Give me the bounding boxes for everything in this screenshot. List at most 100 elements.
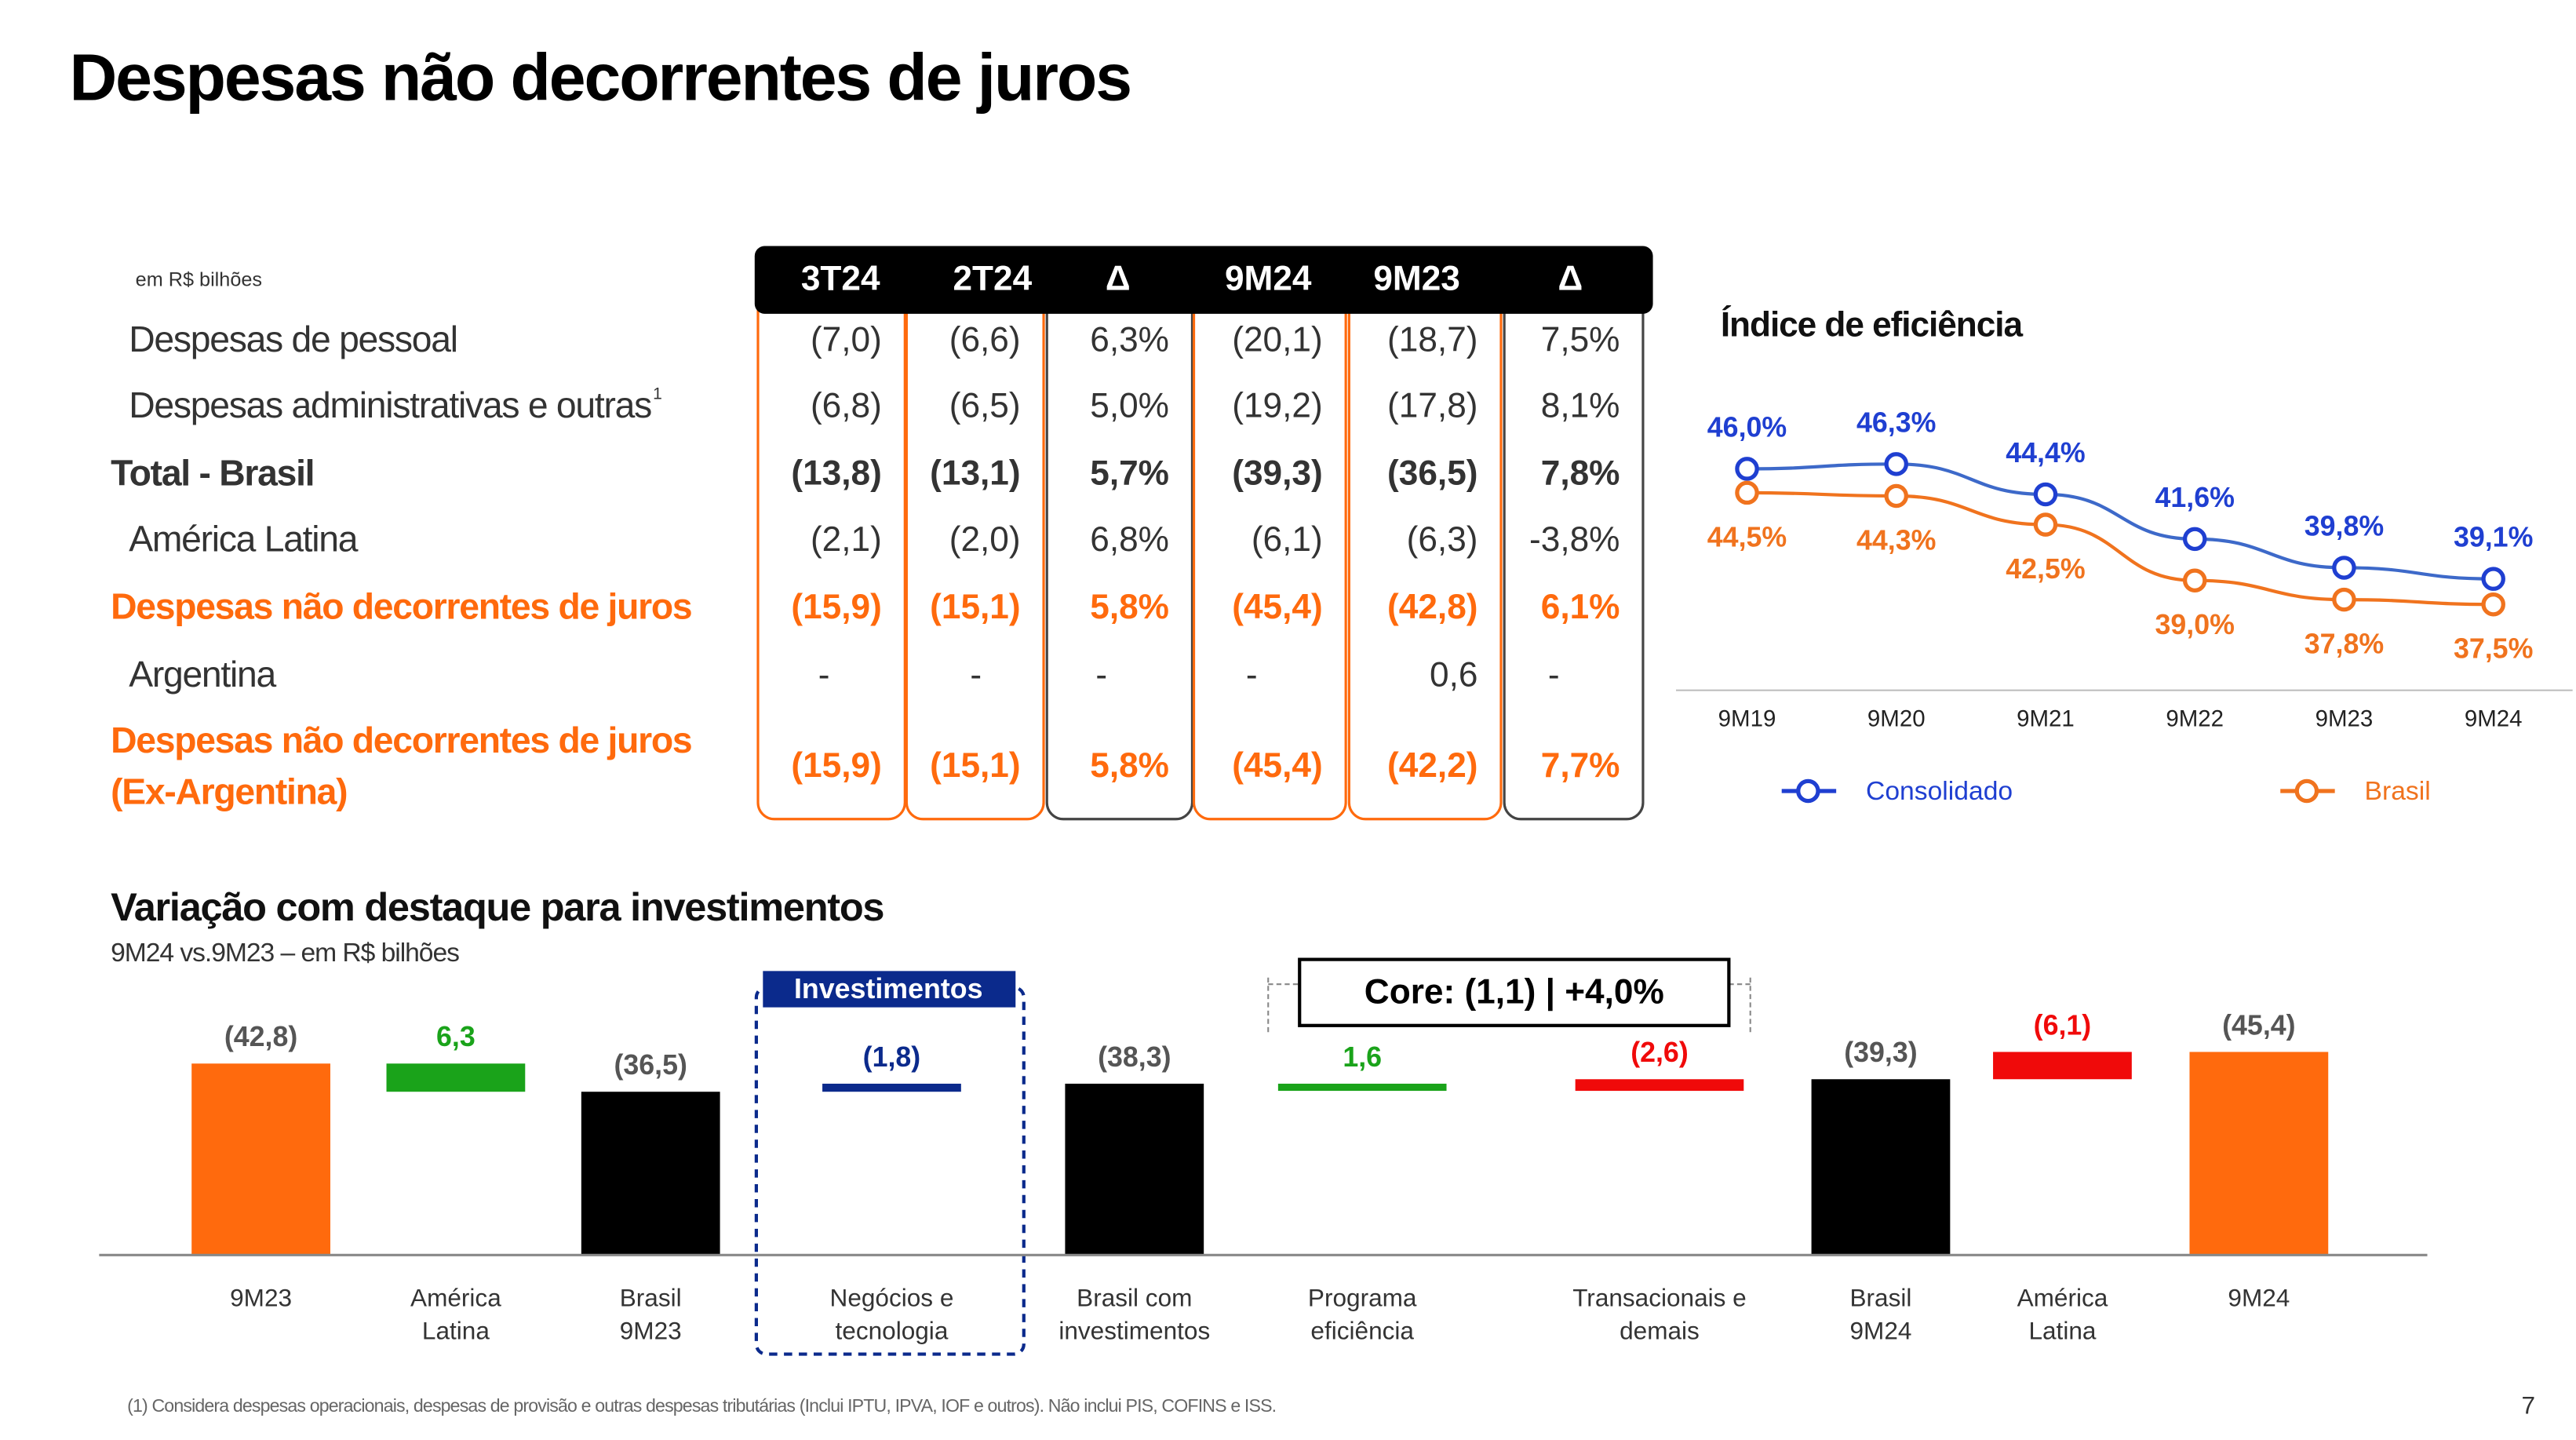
x-tick-label: América <box>410 1283 501 1311</box>
table-cell: (20,1) <box>1232 320 1322 359</box>
x-tick-label: Programa <box>1308 1283 1417 1311</box>
data-label: 46,0% <box>1707 411 1787 443</box>
row-label: Despesas administrativas e outras <box>129 385 651 425</box>
table-cell: - <box>818 655 830 694</box>
footnote: (1) Considera despesas operacionais, des… <box>127 1395 1276 1416</box>
column-header: 9M24 <box>1225 259 1312 297</box>
column-header: Δ <box>1558 259 1583 297</box>
table-cell: 0,6 <box>1430 655 1477 694</box>
x-tick-label: demais <box>1620 1317 1700 1345</box>
column-header: Δ <box>1106 259 1131 297</box>
table-cell: (2,0) <box>949 520 1021 559</box>
x-tick-label: 9M23 <box>2315 705 2374 731</box>
table-cell: (6,5) <box>949 386 1021 425</box>
table-cell: - <box>1246 655 1258 694</box>
column-header: 2T24 <box>953 259 1032 297</box>
point-marker <box>2033 482 2058 507</box>
point-marker <box>2182 568 2207 592</box>
table-cell: 6,3% <box>1090 320 1169 359</box>
table-cell: (45,4) <box>1232 746 1322 785</box>
data-label: 39,8% <box>2305 510 2384 541</box>
data-label: (39,3) <box>1844 1037 1917 1068</box>
x-tick-label: 9M20 <box>1867 705 1926 731</box>
table-cell: 7,7% <box>1541 746 1620 785</box>
footnote-ref: 1 <box>653 385 662 403</box>
data-label: (2,6) <box>1630 1037 1689 1068</box>
core-box <box>1298 957 1731 1027</box>
x-tick-label: 9M24 <box>2465 705 2523 731</box>
highlight-header <box>763 971 1016 1008</box>
core-bracket <box>1267 977 1751 1034</box>
table-cell: (2,1) <box>811 520 882 559</box>
point-marker <box>1735 457 1759 481</box>
bar <box>386 1063 526 1092</box>
bar <box>2189 1052 2329 1256</box>
point-marker <box>1735 480 1759 505</box>
data-label: (6,1) <box>2034 1009 2092 1041</box>
table-cell: (36,5) <box>1387 454 1477 493</box>
table-cell: (45,4) <box>1232 588 1322 626</box>
data-label: (45,4) <box>2222 1009 2295 1041</box>
header-bar <box>754 246 1653 314</box>
table-cell: (6,8) <box>811 386 882 425</box>
row-label: Despesas não decorrentes de juros <box>111 720 691 760</box>
x-tick-label: investimentos <box>1058 1317 1210 1345</box>
bar <box>1277 1083 1447 1092</box>
point-marker <box>2332 587 2356 612</box>
x-tick-label: Latina <box>422 1317 490 1345</box>
table-cell: 7,8% <box>1541 454 1620 493</box>
table-cell: (6,6) <box>949 320 1021 359</box>
x-tick-label: 9M21 <box>2017 705 2075 731</box>
table-unit: em R$ bilhões <box>136 268 262 290</box>
chart-title: Variação com destaque para investimentos <box>111 884 884 929</box>
core-label: Core: (1,1) | +4,0% <box>1365 972 1664 1012</box>
table-cell: 8,1% <box>1541 386 1620 425</box>
data-label: 44,3% <box>1856 524 1936 556</box>
bar <box>191 1063 330 1256</box>
x-tick-label: 9M22 <box>2166 705 2224 731</box>
data-label: 37,5% <box>2454 633 2533 665</box>
bar <box>1575 1079 1744 1092</box>
legend-marker <box>2294 778 2319 804</box>
table-cell: (42,2) <box>1387 746 1477 785</box>
point-marker <box>2182 527 2207 552</box>
x-tick-label: Brasil <box>620 1283 682 1311</box>
data-label: 39,0% <box>2155 609 2235 640</box>
x-tick-label: Transacionais e <box>1572 1283 1747 1311</box>
legend-label: Consolidado <box>1866 777 2013 806</box>
highlight-label: Investimentos <box>794 973 983 1004</box>
table-cell: 6,1% <box>1541 588 1620 626</box>
series-line <box>1747 462 2494 581</box>
table-cell: 5,0% <box>1090 386 1169 425</box>
x-tick-label: América <box>2017 1283 2108 1311</box>
x-tick-label: Negócios e <box>830 1283 954 1311</box>
table-cell: 5,8% <box>1090 746 1169 785</box>
data-label: (38,3) <box>1098 1041 1171 1073</box>
row-label: (Ex-Argentina) <box>111 771 347 811</box>
bar <box>822 1083 961 1092</box>
table-cell: - <box>970 655 982 694</box>
x-tick-label: 9M19 <box>1718 705 1776 731</box>
table-cell: (13,1) <box>930 454 1020 493</box>
point-marker <box>2033 512 2058 537</box>
table-cell: (15,9) <box>791 588 881 626</box>
data-label: (36,5) <box>614 1049 687 1081</box>
table-cell: (18,7) <box>1387 320 1477 359</box>
chart-title: Índice de eficiência <box>1721 304 2024 344</box>
table-cell: (7,0) <box>811 320 882 359</box>
row-label: Total - Brasil <box>111 452 314 493</box>
row-label: Argentina <box>129 654 276 694</box>
data-label: (1,8) <box>863 1041 921 1073</box>
table-cell: (13,8) <box>791 454 881 493</box>
legend-marker <box>1796 778 1820 804</box>
x-tick-label: 9M24 <box>1850 1317 1912 1345</box>
data-label: 46,3% <box>1856 406 1936 438</box>
column-header: 9M23 <box>1373 259 1460 297</box>
data-label: 37,8% <box>2305 628 2384 659</box>
x-tick-label: Brasil com <box>1077 1283 1192 1311</box>
table-cell: (15,1) <box>930 746 1020 785</box>
x-tick-label: tecnologia <box>836 1317 949 1345</box>
row-label: América Latina <box>129 518 359 559</box>
x-tick-label: 9M23 <box>230 1283 292 1311</box>
